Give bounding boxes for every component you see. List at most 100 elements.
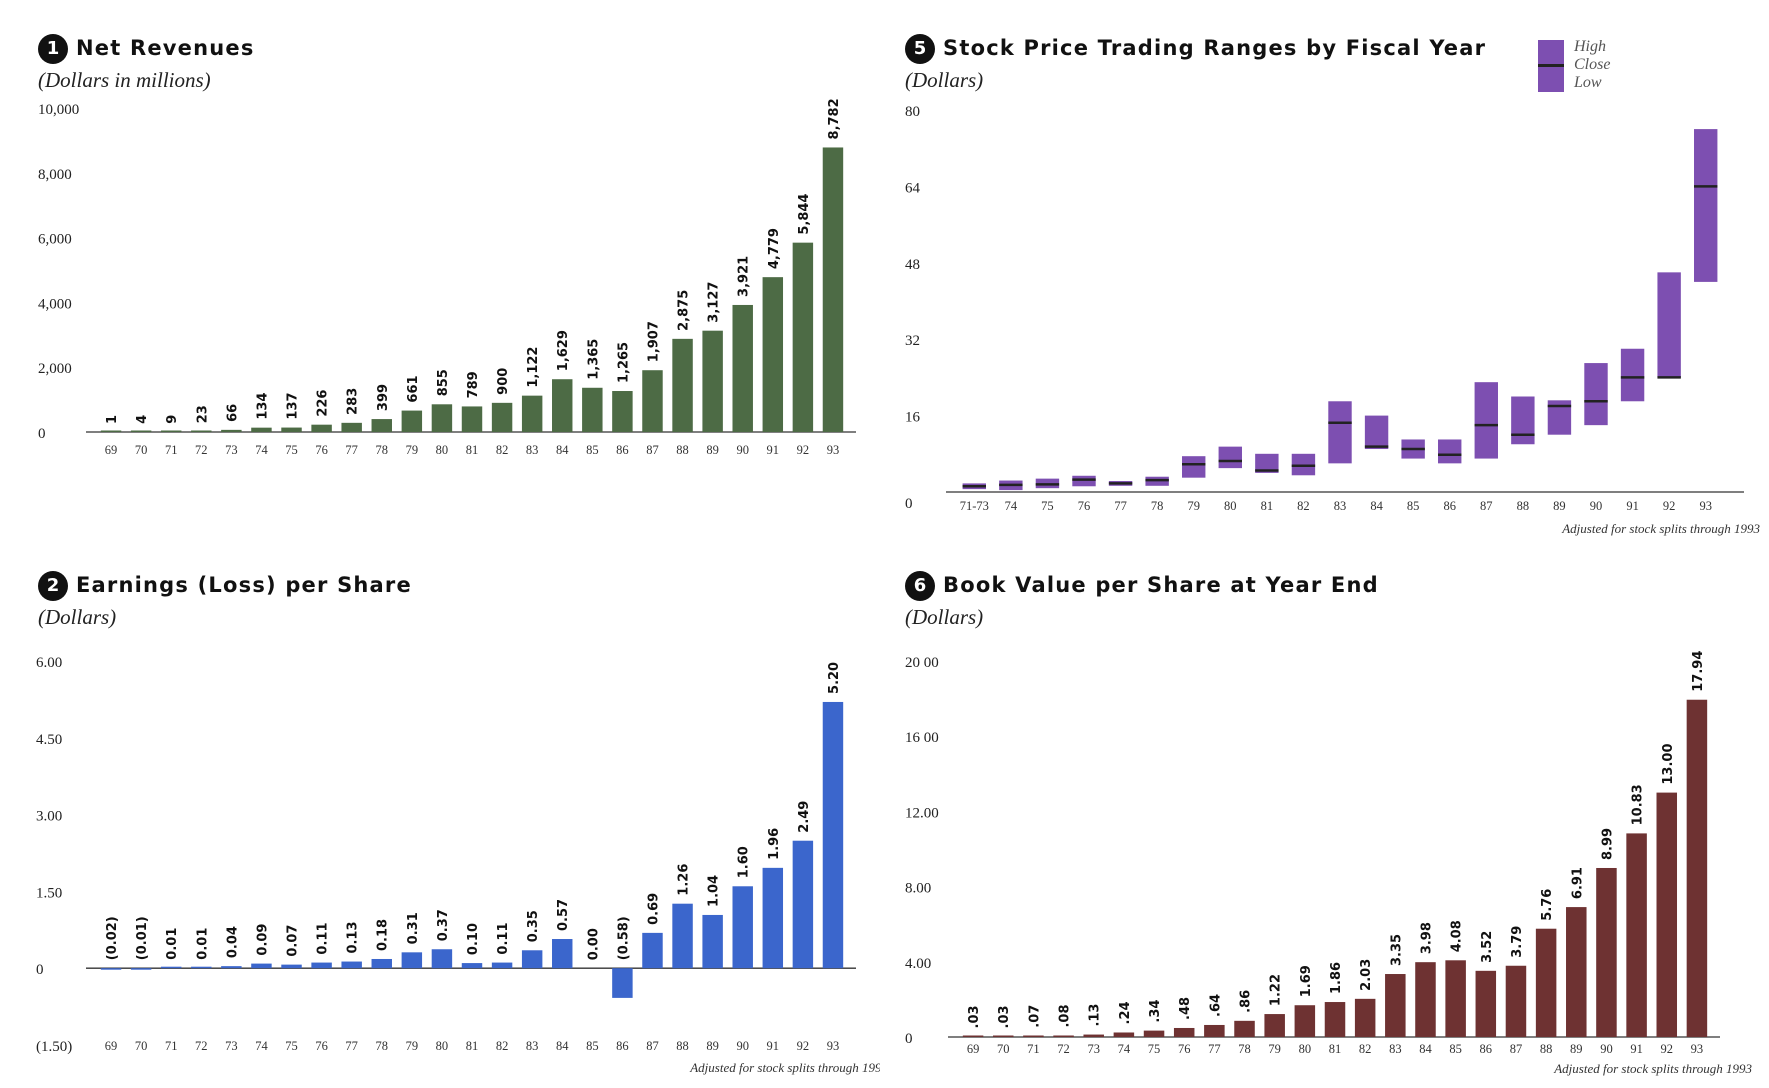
legend-close-swatch <box>1538 64 1564 67</box>
eps-category-label: 75 <box>285 1039 298 1053</box>
stock-ytick-label: 64 <box>905 180 921 196</box>
revenue-bar <box>552 379 573 432</box>
revenue-bar <box>822 147 844 432</box>
chart2-title: 2 Earnings (Loss) per Share <box>38 571 412 601</box>
bookvalue-bar <box>1656 792 1678 1037</box>
eps-category-label: 77 <box>345 1039 358 1053</box>
revenue-data-label: 1,629 <box>556 330 571 371</box>
revenue-data-label: 9 <box>165 415 180 424</box>
revenue-category-label: 86 <box>616 443 629 457</box>
eps-category-label: 90 <box>736 1039 749 1053</box>
eps-data-label: 2.49 <box>797 801 812 833</box>
bookvalue-bar <box>992 1035 1014 1037</box>
eps-data-label: 5.20 <box>827 662 842 694</box>
bookvalue-category-label: 70 <box>997 1042 1010 1056</box>
stock-category-label: 89 <box>1553 499 1566 513</box>
chart1-title-text: Net Revenues <box>76 36 255 60</box>
eps-category-label: 85 <box>586 1039 599 1053</box>
revenue-data-label: 5,844 <box>797 194 812 235</box>
revenue-bar <box>160 430 182 432</box>
book-value-chart: 0 4.00 8.00 12.00 16 00 20 00 .03 69 .03 70 .07 71.… <box>905 651 1752 1076</box>
stock-ytick-label: 0 <box>905 496 913 512</box>
eps-bar <box>672 903 693 969</box>
chart2-subtitle: (Dollars) <box>38 605 117 629</box>
eps-data-label: 0.37 <box>436 909 451 941</box>
bookvalue-bar <box>1445 960 1466 1037</box>
stock-category-label: 86 <box>1443 499 1456 513</box>
stock-category-label: 93 <box>1699 499 1712 513</box>
eps-bar <box>762 867 784 969</box>
bookvalue-bar <box>1324 1002 1346 1037</box>
stock-range-bar <box>1584 363 1608 426</box>
revenue-ytick-label: 8,000 <box>38 167 72 183</box>
bookvalue-data-label: .64 <box>1208 994 1223 1017</box>
stock-range-bar <box>1694 129 1718 282</box>
eps-bar <box>401 952 423 969</box>
revenue-bar <box>191 430 212 432</box>
eps-ytick-label: 0 <box>36 962 44 978</box>
revenue-category-label: 80 <box>436 443 449 457</box>
stock-category-label: 77 <box>1114 499 1127 513</box>
chart1-title: 1 Net Revenues <box>38 34 255 64</box>
eps-bar <box>732 886 753 969</box>
revenue-data-label: 1,122 <box>526 347 541 388</box>
bookvalue-category-label: 82 <box>1359 1042 1372 1056</box>
stock-range-bar <box>1620 348 1645 402</box>
revenue-data-label: 134 <box>255 393 270 420</box>
bookvalue-bar <box>1385 974 1406 1037</box>
bookvalue-data-label: .07 <box>1027 1005 1042 1028</box>
eps-category-label: 86 <box>616 1039 629 1053</box>
bookvalue-category-label: 78 <box>1238 1042 1251 1056</box>
eps-category-label: 72 <box>195 1039 208 1053</box>
bookvalue-bar <box>1143 1030 1165 1037</box>
stock-range-bar <box>1328 401 1352 464</box>
bookvalue-category-label: 74 <box>1118 1042 1131 1056</box>
bookvalue-category-label: 71 <box>1027 1042 1040 1056</box>
bookvalue-category-label: 73 <box>1087 1042 1100 1056</box>
bookvalue-bar <box>1204 1024 1225 1037</box>
chart2-title-text: Earnings (Loss) per Share <box>76 573 412 597</box>
chart1-number-badge: 1 <box>38 34 68 64</box>
bookvalue-data-label: 1.86 <box>1329 962 1344 994</box>
stock-range-bar <box>1438 439 1462 464</box>
eps-category-label: 87 <box>646 1039 659 1053</box>
revenue-bar <box>732 304 753 432</box>
revenue-data-label: 399 <box>376 384 391 411</box>
bookvalue-bar <box>1053 1035 1074 1037</box>
stock-ytick-label: 32 <box>905 333 920 349</box>
bookvalue-category-label: 87 <box>1510 1042 1523 1056</box>
bookvalue-bar <box>1113 1032 1135 1037</box>
bookvalue-bar <box>962 1035 984 1037</box>
chart2-number-badge: 2 <box>38 571 68 601</box>
bookvalue-bar <box>1686 699 1708 1037</box>
bookvalue-category-label: 92 <box>1661 1042 1674 1056</box>
revenue-data-label: 4,779 <box>767 228 782 269</box>
bookvalue-category-label: 89 <box>1570 1042 1583 1056</box>
revenue-data-label: 1,365 <box>586 339 601 380</box>
chart6-subtitle: (Dollars) <box>905 605 984 629</box>
eps-bar <box>191 966 212 969</box>
eps-ytick-label: 1.50 <box>36 885 62 901</box>
bookvalue-data-label: .03 <box>997 1005 1012 1028</box>
bookvalue-data-label: 6.91 <box>1570 867 1585 899</box>
bookvalue-data-label: 8.99 <box>1600 828 1615 860</box>
eps-bar <box>822 701 844 969</box>
revenue-data-label: 1 <box>105 415 120 424</box>
bookvalue-category-label: 91 <box>1630 1042 1643 1056</box>
stock-category-label: 75 <box>1041 499 1054 513</box>
bookvalue-bar <box>1294 1005 1316 1037</box>
revenue-ytick-label: 0 <box>38 426 46 442</box>
revenue-data-label: 3,921 <box>737 256 752 297</box>
bookvalue-bar <box>1415 962 1436 1037</box>
bookvalue-data-label: .03 <box>967 1005 982 1028</box>
eps-category-label: 70 <box>135 1039 148 1053</box>
bookvalue-data-label: 3.98 <box>1419 922 1434 954</box>
bookvalue-bar <box>1475 970 1497 1037</box>
eps-bar <box>341 961 362 969</box>
revenue-category-label: 75 <box>285 443 298 457</box>
eps-data-label: 0.13 <box>346 921 361 953</box>
eps-data-label: 0.11 <box>316 922 331 954</box>
revenue-data-label: 283 <box>346 388 361 415</box>
eps-category-label: 88 <box>676 1039 689 1053</box>
bookvalue-data-label: 5.76 <box>1540 889 1555 921</box>
